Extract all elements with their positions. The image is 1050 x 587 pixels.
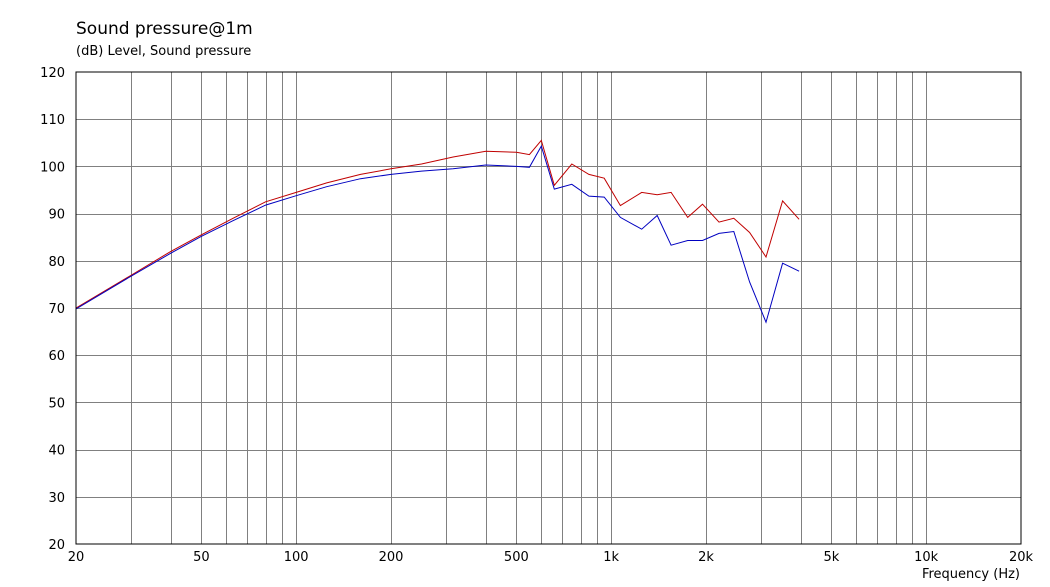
y-tick-label: 30: [48, 491, 65, 506]
plot-frame: [75, 71, 1022, 545]
grid: [76, 72, 1021, 544]
x-tick-label: 500: [504, 550, 529, 565]
x-tick-label: 5k: [823, 550, 839, 565]
y-tick-label: 60: [48, 349, 65, 364]
series-line-1: [75, 139, 800, 309]
x-tick-label: 20k: [1009, 550, 1034, 565]
y-tick-label: 50: [48, 396, 65, 411]
x-tick-labels: 20 50 100 200 500 1k 2k 5k 10k 20k: [68, 550, 1034, 565]
x-tick-label: 50: [193, 550, 210, 565]
x-tick-label: 200: [379, 550, 404, 565]
y-tick-label: 110: [40, 113, 65, 128]
x-tick-label: 2k: [698, 550, 714, 565]
y-tick-labels: 20 30 40 50 60 70 80 90 100 110 120: [40, 66, 65, 553]
y-tick-label: 90: [48, 208, 65, 223]
y-tick-label: 100: [40, 160, 65, 175]
x-tick-label: 10k: [914, 550, 939, 565]
x-axis-label: Frequency (Hz): [922, 567, 1020, 582]
y-tick-label: 40: [48, 444, 65, 459]
y-tick-label: 80: [48, 255, 65, 270]
chart-title: Sound pressure@1m: [76, 19, 253, 39]
y-tick-label: 70: [48, 302, 65, 317]
x-tick-label: 20: [68, 550, 85, 565]
chart-subtitle: (dB) Level, Sound pressure: [76, 44, 251, 59]
x-tick-label: 1k: [603, 550, 619, 565]
series-line-2: [75, 144, 800, 324]
y-tick-label: 20: [48, 538, 65, 553]
x-tick-label: 100: [284, 550, 309, 565]
y-tick-label: 120: [40, 66, 65, 81]
series-layer: [75, 139, 800, 324]
